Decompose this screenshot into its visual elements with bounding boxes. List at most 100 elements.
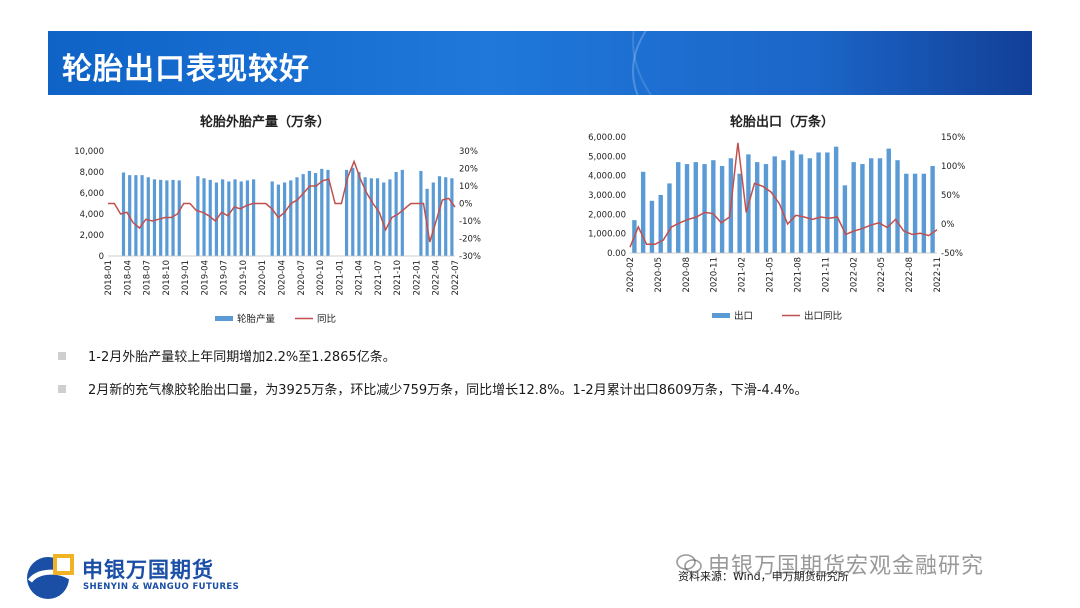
x-tick-label: 2022-11 <box>933 257 943 293</box>
y-tick-label: 10,000 <box>74 147 104 157</box>
x-tick-label: 2022-01 <box>412 260 422 296</box>
bar <box>301 174 305 256</box>
x-tick-label: 2021-11 <box>821 257 831 293</box>
x-tick-label: 2020-11 <box>710 257 720 293</box>
logo-text-cn: 申银万国期货 <box>82 558 214 582</box>
bar <box>388 179 392 256</box>
bar <box>431 182 435 256</box>
y-tick-label: 6,000 <box>80 189 104 199</box>
bullet-text: 2月新的充气橡胶轮胎出口量，为3925万条，环比减少759万条，同比增长12.8… <box>88 383 808 398</box>
bullet-export: 2月新的充气橡胶轮胎出口量，为3925万条，环比减少759万条，同比增长12.8… <box>58 379 808 398</box>
bar <box>320 168 324 256</box>
x-tick-label: 2020-10 <box>316 260 326 296</box>
bar <box>382 182 386 256</box>
x-tick-label: 2019-10 <box>239 260 249 296</box>
bar <box>851 162 856 253</box>
y2-tick-label: 10% <box>459 182 478 192</box>
x-tick-label: 2022-04 <box>432 260 442 296</box>
x-tick-label: 2022-02 <box>849 257 859 293</box>
bar <box>196 176 200 256</box>
bar <box>326 169 330 256</box>
title-bar-decoration <box>632 31 1032 95</box>
bar <box>375 178 380 256</box>
bar <box>239 181 243 256</box>
bar <box>842 185 848 253</box>
y-tick-label: 3,000.00 <box>588 191 626 201</box>
legend-label-bar: 轮胎产量 <box>237 313 276 325</box>
x-tick-label: 2022-05 <box>877 257 887 293</box>
bar <box>344 169 349 256</box>
bar <box>711 160 716 253</box>
y-tick-label: 1,000.00 <box>588 230 626 240</box>
x-tick-label: 2020-05 <box>654 257 664 293</box>
bar <box>208 179 212 257</box>
bar <box>877 158 883 253</box>
y-tick-label: 4,000.00 <box>588 172 626 182</box>
bar <box>146 177 150 256</box>
x-tick-label: 2020-04 <box>278 260 288 296</box>
bar <box>140 175 144 256</box>
x-tick-label: 2021-02 <box>738 257 748 293</box>
bar <box>394 172 398 256</box>
bar <box>227 181 231 256</box>
bar <box>295 177 299 256</box>
bar <box>781 160 786 253</box>
bar <box>221 179 225 256</box>
x-tick-label: 2021-04 <box>355 260 365 296</box>
legend-swatch-bar <box>215 316 233 321</box>
bar <box>886 148 891 253</box>
title-bar: 轮胎出口表现较好 <box>48 31 1032 95</box>
wechat-icon <box>676 554 702 573</box>
x-tick-label: 2020-01 <box>258 260 268 296</box>
bar <box>276 184 280 256</box>
y2-tick-label: 150% <box>941 133 965 143</box>
bar <box>202 178 206 256</box>
legend-label-line: 同比 <box>317 313 336 325</box>
logo-text-en: SHENYIN & WANGUO FUTURES <box>83 582 240 592</box>
bullet-square-icon <box>58 351 66 360</box>
y2-tick-label: -20% <box>459 235 481 245</box>
bar <box>676 162 681 253</box>
page-title: 轮胎出口表现较好 <box>62 52 310 87</box>
y2-tick-label: 50% <box>941 191 960 201</box>
bar <box>807 158 813 253</box>
y2-tick-label: 100% <box>941 162 965 172</box>
watermark-text: 申银万国期货宏观金融研究 <box>708 554 985 579</box>
bar <box>270 181 274 256</box>
bar <box>798 154 804 253</box>
bar <box>649 200 655 253</box>
bar <box>640 171 646 253</box>
bar <box>363 177 367 256</box>
bar <box>307 170 311 256</box>
x-tick-label: 2018-01 <box>104 260 114 296</box>
y2-tick-label: 0% <box>459 200 473 210</box>
bar <box>400 169 404 256</box>
x-tick-label: 2018-07 <box>143 260 153 296</box>
y2-tick-label: 0% <box>941 220 955 230</box>
legend-swatch-bar <box>712 313 730 318</box>
source-note: 资料来源：Wind，申万期货研究所 <box>678 570 849 583</box>
bullet-square-icon <box>58 384 66 393</box>
bar <box>171 179 175 257</box>
x-tick-label: 2021-10 <box>393 260 403 296</box>
x-tick-label: 2021-07 <box>374 260 384 296</box>
x-tick-label: 2020-07 <box>297 260 307 296</box>
bullet-text: 1-2月外胎产量较上年同期增加2.2%至1.2865亿条。 <box>88 350 396 365</box>
bar <box>921 173 927 253</box>
bar <box>121 172 126 256</box>
logo-mark-icon <box>27 554 74 599</box>
x-tick-label: 2021-01 <box>335 260 345 296</box>
legend-label-line: 出口同比 <box>804 310 842 322</box>
y2-tick-label: 30% <box>459 147 478 157</box>
chart-title: 轮胎出口（万条） <box>730 114 834 130</box>
bar <box>702 164 707 253</box>
bar <box>912 173 918 253</box>
x-tick-label: 2019-01 <box>181 260 191 296</box>
tire-production-chart: 轮胎外胎产量（万条） 0 2,000 4,000 6,000 8,000 10,000 -30… <box>74 114 481 325</box>
bar <box>667 183 672 253</box>
y-tick-label: 0.00 <box>607 249 626 259</box>
y2-tick-label: -30% <box>459 252 481 262</box>
y2-tick-label: -50% <box>941 249 963 259</box>
x-tick-label: 2019-04 <box>200 260 210 296</box>
watermark: 申银万国期货宏观金融研究 <box>676 548 985 579</box>
